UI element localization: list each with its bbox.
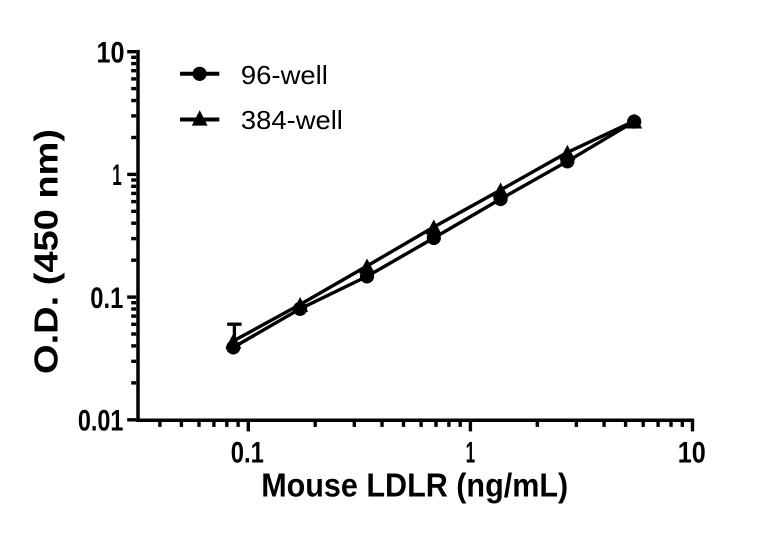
svg-text:0.1: 0.1 xyxy=(231,438,264,470)
svg-text:96-well: 96-well xyxy=(241,60,328,90)
svg-text:10: 10 xyxy=(678,438,706,470)
svg-text:O.D. (450 nm): O.D. (450 nm) xyxy=(28,129,65,374)
svg-text:384-well: 384-well xyxy=(241,105,343,135)
svg-text:1: 1 xyxy=(466,438,476,470)
svg-text:Mouse LDLR (ng/mL): Mouse LDLR (ng/mL) xyxy=(261,468,568,505)
svg-text:1: 1 xyxy=(112,160,122,192)
svg-text:10: 10 xyxy=(97,37,125,69)
svg-text:0.01: 0.01 xyxy=(78,406,124,438)
svg-text:0.1: 0.1 xyxy=(90,283,123,315)
